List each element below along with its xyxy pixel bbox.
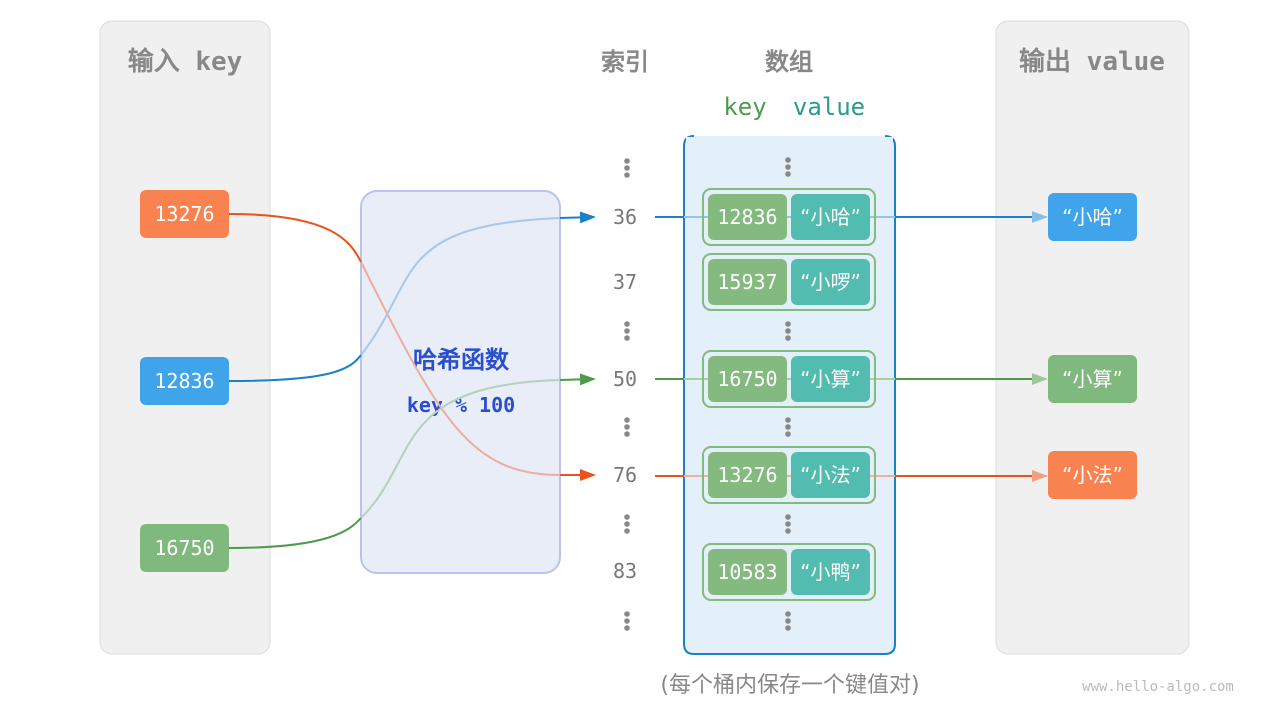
- bucket-value-text: “小哈”: [800, 205, 861, 229]
- output-value-xiaosuan: “小算”: [1048, 355, 1137, 403]
- bucket-36: 12836 “小哈”: [702, 188, 876, 246]
- output-value-xiaofa: “小法”: [1048, 451, 1137, 499]
- key-header: key: [723, 93, 766, 121]
- bucket-key-text: 15937: [717, 270, 777, 294]
- array-header: 数组: [765, 48, 813, 76]
- hash-function-title: 哈希函数: [413, 346, 510, 374]
- svg-text:16750: 16750: [154, 536, 214, 560]
- bucket-37: 15937 “小啰”: [702, 253, 876, 311]
- svg-text:“小算”: “小算”: [1062, 367, 1123, 391]
- input-key-13276: 13276: [140, 190, 229, 238]
- caption: (每个桶内保存一个键值对): [660, 673, 919, 698]
- bucket-key-text: 13276: [717, 463, 777, 487]
- bucket-key: [708, 259, 787, 305]
- bucket-76: 13276 “小法”: [702, 446, 876, 504]
- bucket-83: 10583 “小鸭”: [702, 543, 876, 601]
- watermark: www.hello-algo.com: [1082, 679, 1234, 695]
- mapping-curve-12836: [228, 354, 362, 382]
- bucket-value: [791, 259, 870, 305]
- bucket-key-text: 12836: [717, 205, 777, 229]
- bucket-key: [708, 549, 787, 595]
- bucket-value-text: “小算”: [800, 367, 861, 391]
- svg-text:12836: 12836: [154, 369, 214, 393]
- bucket-value-text: “小啰”: [800, 270, 861, 294]
- index-83: 83: [613, 559, 637, 583]
- index-36: 36: [613, 205, 637, 229]
- bucket-value-text: “小法”: [800, 463, 861, 487]
- index-50: 50: [613, 367, 637, 391]
- bucket-key: [708, 194, 787, 240]
- input-header: 输入 key: [128, 46, 243, 77]
- bucket-key: [708, 356, 787, 402]
- bucket-value: [791, 356, 870, 402]
- value-header: value: [793, 93, 865, 121]
- bucket-value: [791, 194, 870, 240]
- bucket-key-text: 16750: [717, 367, 777, 391]
- svg-text:“小法”: “小法”: [1062, 463, 1123, 487]
- output-value-xiaoha: “小哈”: [1048, 193, 1137, 241]
- output-header: 输出 value: [1019, 46, 1165, 77]
- index-37: 37: [613, 270, 637, 294]
- ellipsis-icons: [624, 157, 791, 631]
- input-key-16750: 16750: [140, 524, 229, 572]
- mapping-curve-13276: [228, 213, 362, 263]
- index-header: 索引: [601, 48, 649, 76]
- input-key-12836: 12836: [140, 357, 229, 405]
- bucket-key: [708, 452, 787, 498]
- output-panel: [995, 20, 1190, 655]
- bucket-value: [791, 549, 870, 595]
- bucket-50: 16750 “小算”: [702, 350, 876, 408]
- bucket-value: [791, 452, 870, 498]
- input-panel: [99, 20, 271, 655]
- hash-function-box: [360, 190, 561, 574]
- bucket-value-text: “小鸭”: [800, 560, 861, 584]
- svg-text:“小哈”: “小哈”: [1062, 205, 1123, 229]
- mapping-curve-16750: [228, 517, 362, 549]
- bucket-key-text: 10583: [717, 560, 777, 584]
- index-76: 76: [613, 463, 637, 487]
- svg-text:13276: 13276: [154, 202, 214, 226]
